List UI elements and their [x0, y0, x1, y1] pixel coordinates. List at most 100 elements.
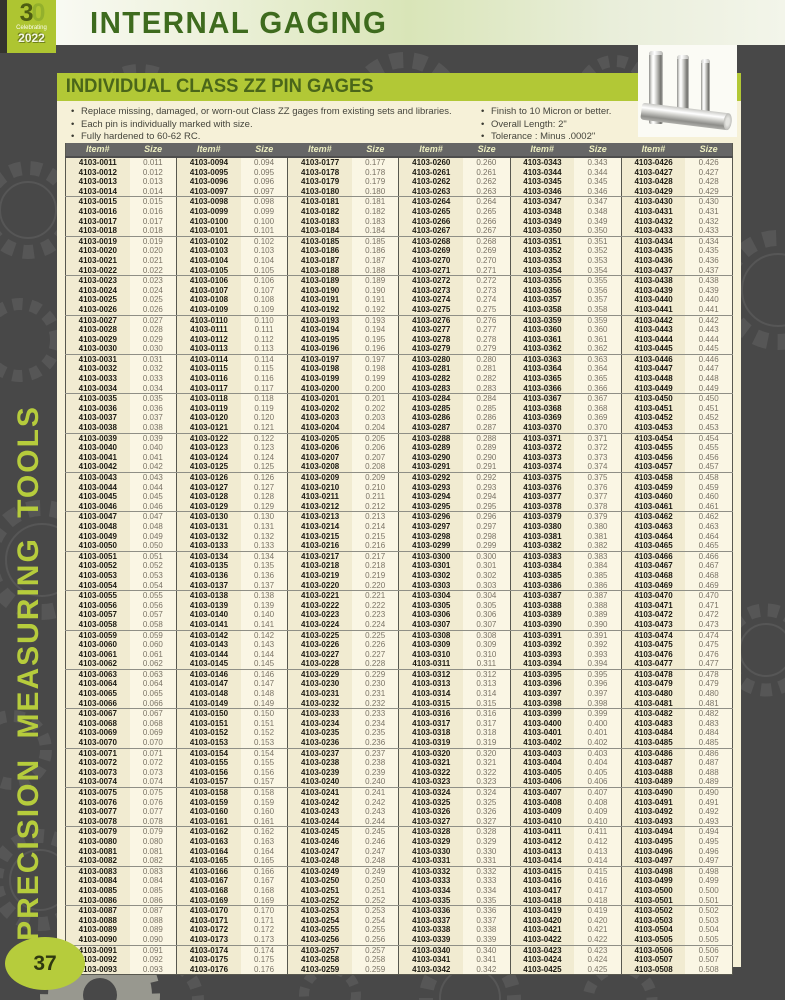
- size-cell: 0.095: [240, 167, 288, 178]
- size-cell: 0.057: [129, 610, 177, 620]
- size-cell: 0.121: [240, 423, 288, 434]
- item-number-cell: 4103-0459: [620, 482, 686, 493]
- size-cell: 0.489: [685, 777, 733, 789]
- item-number-cell: 4103-0282: [398, 374, 464, 384]
- size-cell: 0.494: [685, 826, 733, 837]
- size-cell: 0.329: [463, 836, 511, 847]
- item-number-cell: 4103-0200: [287, 383, 352, 395]
- size-cell: 0.211: [351, 492, 399, 502]
- size-cell: 0.079: [129, 826, 177, 837]
- item-number-cell: 4103-0138: [176, 590, 241, 601]
- size-cell: 0.347: [574, 196, 622, 207]
- table-row: 4103-0026 0.026 4103-0109 0.109 4103-0192 0.1…: [64, 304, 733, 316]
- item-number-cell: 4103-0087: [64, 905, 130, 916]
- item-number-cell: 4103-0050: [64, 541, 130, 552]
- size-cell: 0.296: [463, 511, 511, 522]
- item-number-cell: 4103-0477: [620, 659, 686, 670]
- size-cell: 0.259: [351, 964, 399, 975]
- size-cell: 0.495: [685, 836, 733, 847]
- size-cell: 0.332: [463, 866, 511, 877]
- item-number-cell: 4103-0197: [287, 354, 352, 365]
- size-cell: 0.178: [351, 167, 399, 178]
- size-cell: 0.334: [463, 885, 511, 896]
- item-number-cell: 4103-0139: [176, 600, 241, 611]
- size-cell: 0.276: [463, 315, 511, 326]
- item-number-cell: 4103-0221: [287, 590, 352, 601]
- size-cell: 0.415: [574, 866, 622, 877]
- size-cell: 0.491: [685, 797, 733, 808]
- size-cell: 0.013: [129, 177, 177, 187]
- item-number-cell: 4103-0403: [509, 748, 575, 759]
- size-cell: 0.422: [574, 934, 622, 946]
- size-cell: 0.301: [463, 561, 511, 571]
- size-cell: 0.172: [240, 925, 288, 935]
- size-cell: 0.353: [574, 255, 622, 266]
- size-cell: 0.102: [240, 236, 288, 247]
- item-number-cell: 4103-0342: [398, 964, 464, 975]
- item-number-cell: 4103-0442: [620, 315, 686, 326]
- item-number-cell: 4103-0026: [64, 304, 130, 316]
- size-cell: 0.487: [685, 758, 733, 768]
- item-number-cell: 4103-0436: [620, 255, 686, 266]
- item-number-cell: 4103-0147: [176, 679, 241, 690]
- size-cell: 0.076: [129, 797, 177, 808]
- size-cell: 0.084: [129, 876, 177, 886]
- size-cell: 0.484: [685, 728, 733, 739]
- size-cell: 0.051: [129, 551, 177, 562]
- size-cell: 0.029: [129, 334, 177, 345]
- size-cell: 0.273: [463, 285, 511, 296]
- size-cell: 0.179: [351, 177, 399, 187]
- item-number-cell: 4103-0217: [287, 551, 352, 562]
- item-number-cell: 4103-0504: [620, 925, 686, 935]
- item-number-cell: 4103-0329: [398, 836, 464, 847]
- item-number-cell: 4103-0011: [64, 157, 130, 168]
- page-title: INTERNAL GAGING: [90, 5, 388, 40]
- item-number-cell: 4103-0106: [176, 275, 241, 286]
- size-cell: 0.375: [574, 472, 622, 483]
- item-number-cell: 4103-0120: [176, 413, 241, 424]
- table-row: 4103-0089 0.089 4103-0172 0.172 4103-0255 0.2…: [64, 925, 733, 935]
- item-number-cell: 4103-0144: [176, 649, 241, 660]
- item-number-cell: 4103-0497: [620, 856, 686, 867]
- item-number-cell: 4103-0426: [620, 157, 686, 168]
- table-row: 4103-0087 0.087 4103-0170 0.170 4103-0253 0.2…: [64, 905, 733, 916]
- size-cell: 0.156: [240, 767, 288, 778]
- item-number-cell: 4103-0311: [398, 659, 464, 670]
- page-number-badge: 37: [5, 937, 85, 990]
- item-number-cell: 4103-0102: [176, 236, 241, 247]
- table-row: 4103-0029 0.029 4103-0112 0.112 4103-0195 0.1…: [64, 334, 733, 345]
- table-row: 4103-0079 0.079 4103-0162 0.162 4103-0245 0.2…: [64, 826, 733, 837]
- item-number-cell: 4103-0496: [620, 846, 686, 857]
- item-number-cell: 4103-0305: [398, 600, 464, 611]
- item-number-cell: 4103-0255: [287, 925, 352, 935]
- item-number-cell: 4103-0275: [398, 304, 464, 316]
- size-cell: 0.140: [240, 610, 288, 620]
- size-cell: 0.199: [351, 374, 399, 384]
- size-cell: 0.196: [351, 344, 399, 355]
- item-number-cell: 4103-0318: [398, 728, 464, 739]
- item-number-cell: 4103-0246: [287, 836, 352, 847]
- item-number-cell: 4103-0157: [176, 777, 241, 789]
- item-number-cell: 4103-0153: [176, 738, 241, 749]
- size-cell: 0.270: [463, 255, 511, 266]
- item-number-cell: 4103-0467: [620, 561, 686, 571]
- size-cell: 0.253: [351, 905, 399, 916]
- item-number-cell: 4103-0256: [287, 934, 352, 946]
- item-number-cell: 4103-0438: [620, 275, 686, 286]
- item-number-cell: 4103-0466: [620, 551, 686, 562]
- size-cell: 0.027: [129, 315, 177, 326]
- item-number-cell: 4103-0341: [398, 955, 464, 965]
- table-row: 4103-0065 0.065 4103-0148 0.148 4103-0231 0.2…: [64, 689, 733, 699]
- size-cell: 0.023: [129, 275, 177, 286]
- size-cell: 0.117: [240, 383, 288, 395]
- size-cell: 0.465: [685, 541, 733, 552]
- item-number-cell: 4103-0413: [509, 846, 575, 857]
- size-cell: 0.184: [351, 226, 399, 237]
- size-cell: 0.123: [240, 443, 288, 453]
- size-cell: 0.393: [574, 649, 622, 660]
- item-number-cell: 4103-0110: [176, 315, 241, 326]
- size-cell: 0.357: [574, 295, 622, 305]
- item-number-cell: 4103-0073: [64, 767, 130, 778]
- item-number-cell: 4103-0108: [176, 295, 241, 305]
- size-cell: 0.255: [351, 925, 399, 935]
